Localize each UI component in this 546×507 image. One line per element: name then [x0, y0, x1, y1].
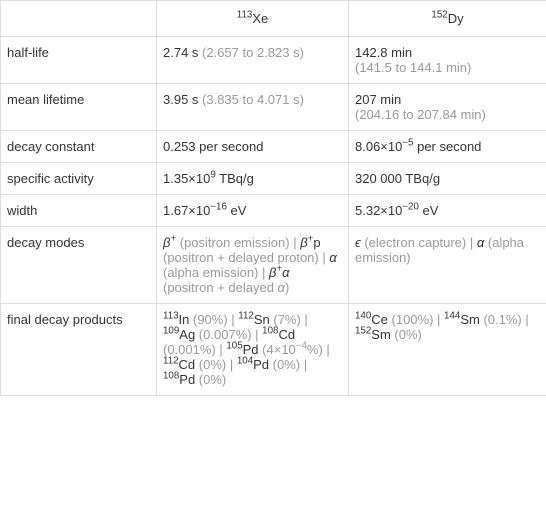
decaymodes-row: decay modes β+ (positron emission) | β+p… — [1, 227, 546, 304]
dy-symbol: Dy — [448, 11, 464, 26]
decaymodes-dy: ϵ (electron capture) | α (alpha emission… — [349, 227, 546, 304]
header-empty — [1, 1, 157, 37]
decayconstant-dy: 8.06×10−5 per second — [349, 131, 546, 163]
header-row: 113Xe 152Dy — [1, 1, 546, 37]
finaldecay-row: final decay products 113In (90%) | 112Sn… — [1, 304, 546, 396]
finaldecay-dy: 140Ce (100%) | 144Sm (0.1%) | 152Sm (0%) — [349, 304, 546, 396]
width-dy: 5.32×10−20 eV — [349, 195, 546, 227]
header-xe: 113Xe — [157, 1, 349, 37]
xe-mass: 113 — [237, 10, 253, 21]
meanlifetime-label: mean lifetime — [1, 84, 157, 131]
halflife-row: half-life 2.74 s (2.657 to 2.823 s) 142.… — [1, 37, 546, 84]
halflife-dy: 142.8 min(141.5 to 144.1 min) — [349, 37, 546, 84]
finaldecay-xe: 113In (90%) | 112Sn (7%) | 109Ag (0.007%… — [157, 304, 349, 396]
halflife-xe: 2.74 s (2.657 to 2.823 s) — [157, 37, 349, 84]
specificactivity-label: specific activity — [1, 163, 157, 195]
decayconstant-xe: 0.253 per second — [157, 131, 349, 163]
width-row: width 1.67×10−16 eV 5.32×10−20 eV — [1, 195, 546, 227]
xe-symbol: Xe — [252, 11, 268, 26]
specificactivity-xe: 1.35×109 TBq/g — [157, 163, 349, 195]
decaymodes-label: decay modes — [1, 227, 157, 304]
dy-mass: 152 — [431, 10, 447, 21]
specificactivity-row: specific activity 1.35×109 TBq/g 320 000… — [1, 163, 546, 195]
isotope-properties-table: 113Xe 152Dy half-life 2.74 s (2.657 to 2… — [0, 0, 546, 396]
meanlifetime-dy: 207 min(204.16 to 207.84 min) — [349, 84, 546, 131]
meanlifetime-xe: 3.95 s (3.835 to 4.071 s) — [157, 84, 349, 131]
width-xe: 1.67×10−16 eV — [157, 195, 349, 227]
width-label: width — [1, 195, 157, 227]
meanlifetime-row: mean lifetime 3.95 s (3.835 to 4.071 s) … — [1, 84, 546, 131]
decaymodes-xe: β+ (positron emission) | β+p (positron +… — [157, 227, 349, 304]
decayconstant-label: decay constant — [1, 131, 157, 163]
halflife-label: half-life — [1, 37, 157, 84]
decayconstant-row: decay constant 0.253 per second 8.06×10−… — [1, 131, 546, 163]
header-dy: 152Dy — [349, 1, 546, 37]
finaldecay-label: final decay products — [1, 304, 157, 396]
specificactivity-dy: 320 000 TBq/g — [349, 163, 546, 195]
